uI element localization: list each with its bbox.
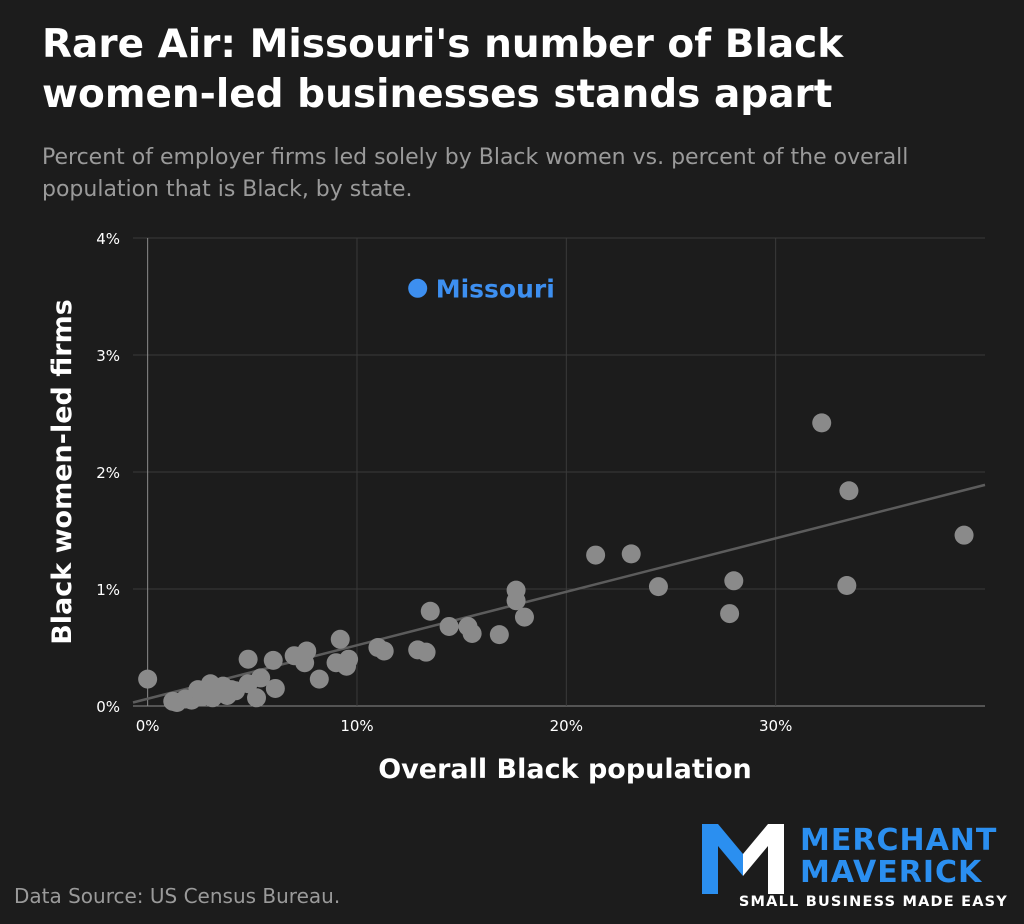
y-axis-label: Black women-led firms <box>47 299 78 645</box>
scatter-point[interactable] <box>954 525 974 545</box>
y-tick-label: 2% <box>96 464 120 482</box>
x-tick-label: 20% <box>550 717 583 735</box>
x-tick-label: 0% <box>136 717 160 735</box>
scatter-point[interactable] <box>621 544 641 564</box>
axes: 0% 1% 2% 3% 4% 0% 10% 20% 30% <box>96 230 792 735</box>
scatter-point[interactable] <box>251 668 271 688</box>
y-tick-label: 0% <box>96 698 120 716</box>
scatter-point[interactable] <box>586 545 606 565</box>
scatter-point[interactable] <box>247 688 267 708</box>
x-tick-label: 10% <box>340 717 373 735</box>
highlight-point-missouri[interactable] <box>408 278 428 298</box>
data-source-note: Data Source: US Census Bureau. <box>14 884 341 908</box>
scatter-point[interactable] <box>489 625 509 645</box>
scatter-point[interactable] <box>724 571 744 591</box>
scatter-point[interactable] <box>462 623 482 643</box>
logo-word-merchant: MERCHANT <box>800 823 998 858</box>
scatter-point[interactable] <box>238 649 258 669</box>
scatter-point[interactable] <box>506 591 526 611</box>
scatter-point[interactable] <box>648 577 668 597</box>
x-tick-label: 30% <box>759 717 792 735</box>
scatter-point[interactable] <box>297 641 317 661</box>
data-points <box>138 413 974 712</box>
scatter-point[interactable] <box>839 481 859 501</box>
scatter-point[interactable] <box>374 641 394 661</box>
logo-tagline: SMALL BUSINESS MADE EASY <box>738 894 1008 910</box>
scatter-point[interactable] <box>265 678 285 698</box>
y-tick-label: 3% <box>96 347 120 365</box>
scatter-point[interactable] <box>439 616 459 636</box>
scatter-point[interactable] <box>330 629 350 649</box>
scatter-point[interactable] <box>837 575 857 595</box>
scatter-point[interactable] <box>138 669 158 689</box>
chart-title: Rare Air: Missouri's number of Black wom… <box>42 22 844 117</box>
scatter-point[interactable] <box>812 413 832 433</box>
x-axis-label: Overall Black population <box>378 754 752 785</box>
highlight-layer: Missouri <box>408 274 555 303</box>
scatter-point[interactable] <box>416 642 436 662</box>
logo-word-maverick: MAVERICK <box>800 855 983 890</box>
scatter-point[interactable] <box>263 650 283 670</box>
y-tick-label: 1% <box>96 581 120 599</box>
merchant-maverick-logo[interactable]: MERCHANT MAVERICK SMALL BUSINESS MADE EA… <box>702 822 1017 918</box>
scatter-point[interactable] <box>720 604 740 624</box>
highlight-label: Missouri <box>436 274 555 303</box>
scatter-point[interactable] <box>339 649 359 669</box>
grid <box>133 237 985 707</box>
chart-subtitle: Percent of employer firms led solely by … <box>42 145 909 202</box>
y-tick-label: 4% <box>96 230 120 248</box>
scatter-point[interactable] <box>514 607 534 627</box>
scatter-point[interactable] <box>309 669 329 689</box>
logo-m-icon <box>702 824 784 894</box>
scatter-point[interactable] <box>420 601 440 621</box>
